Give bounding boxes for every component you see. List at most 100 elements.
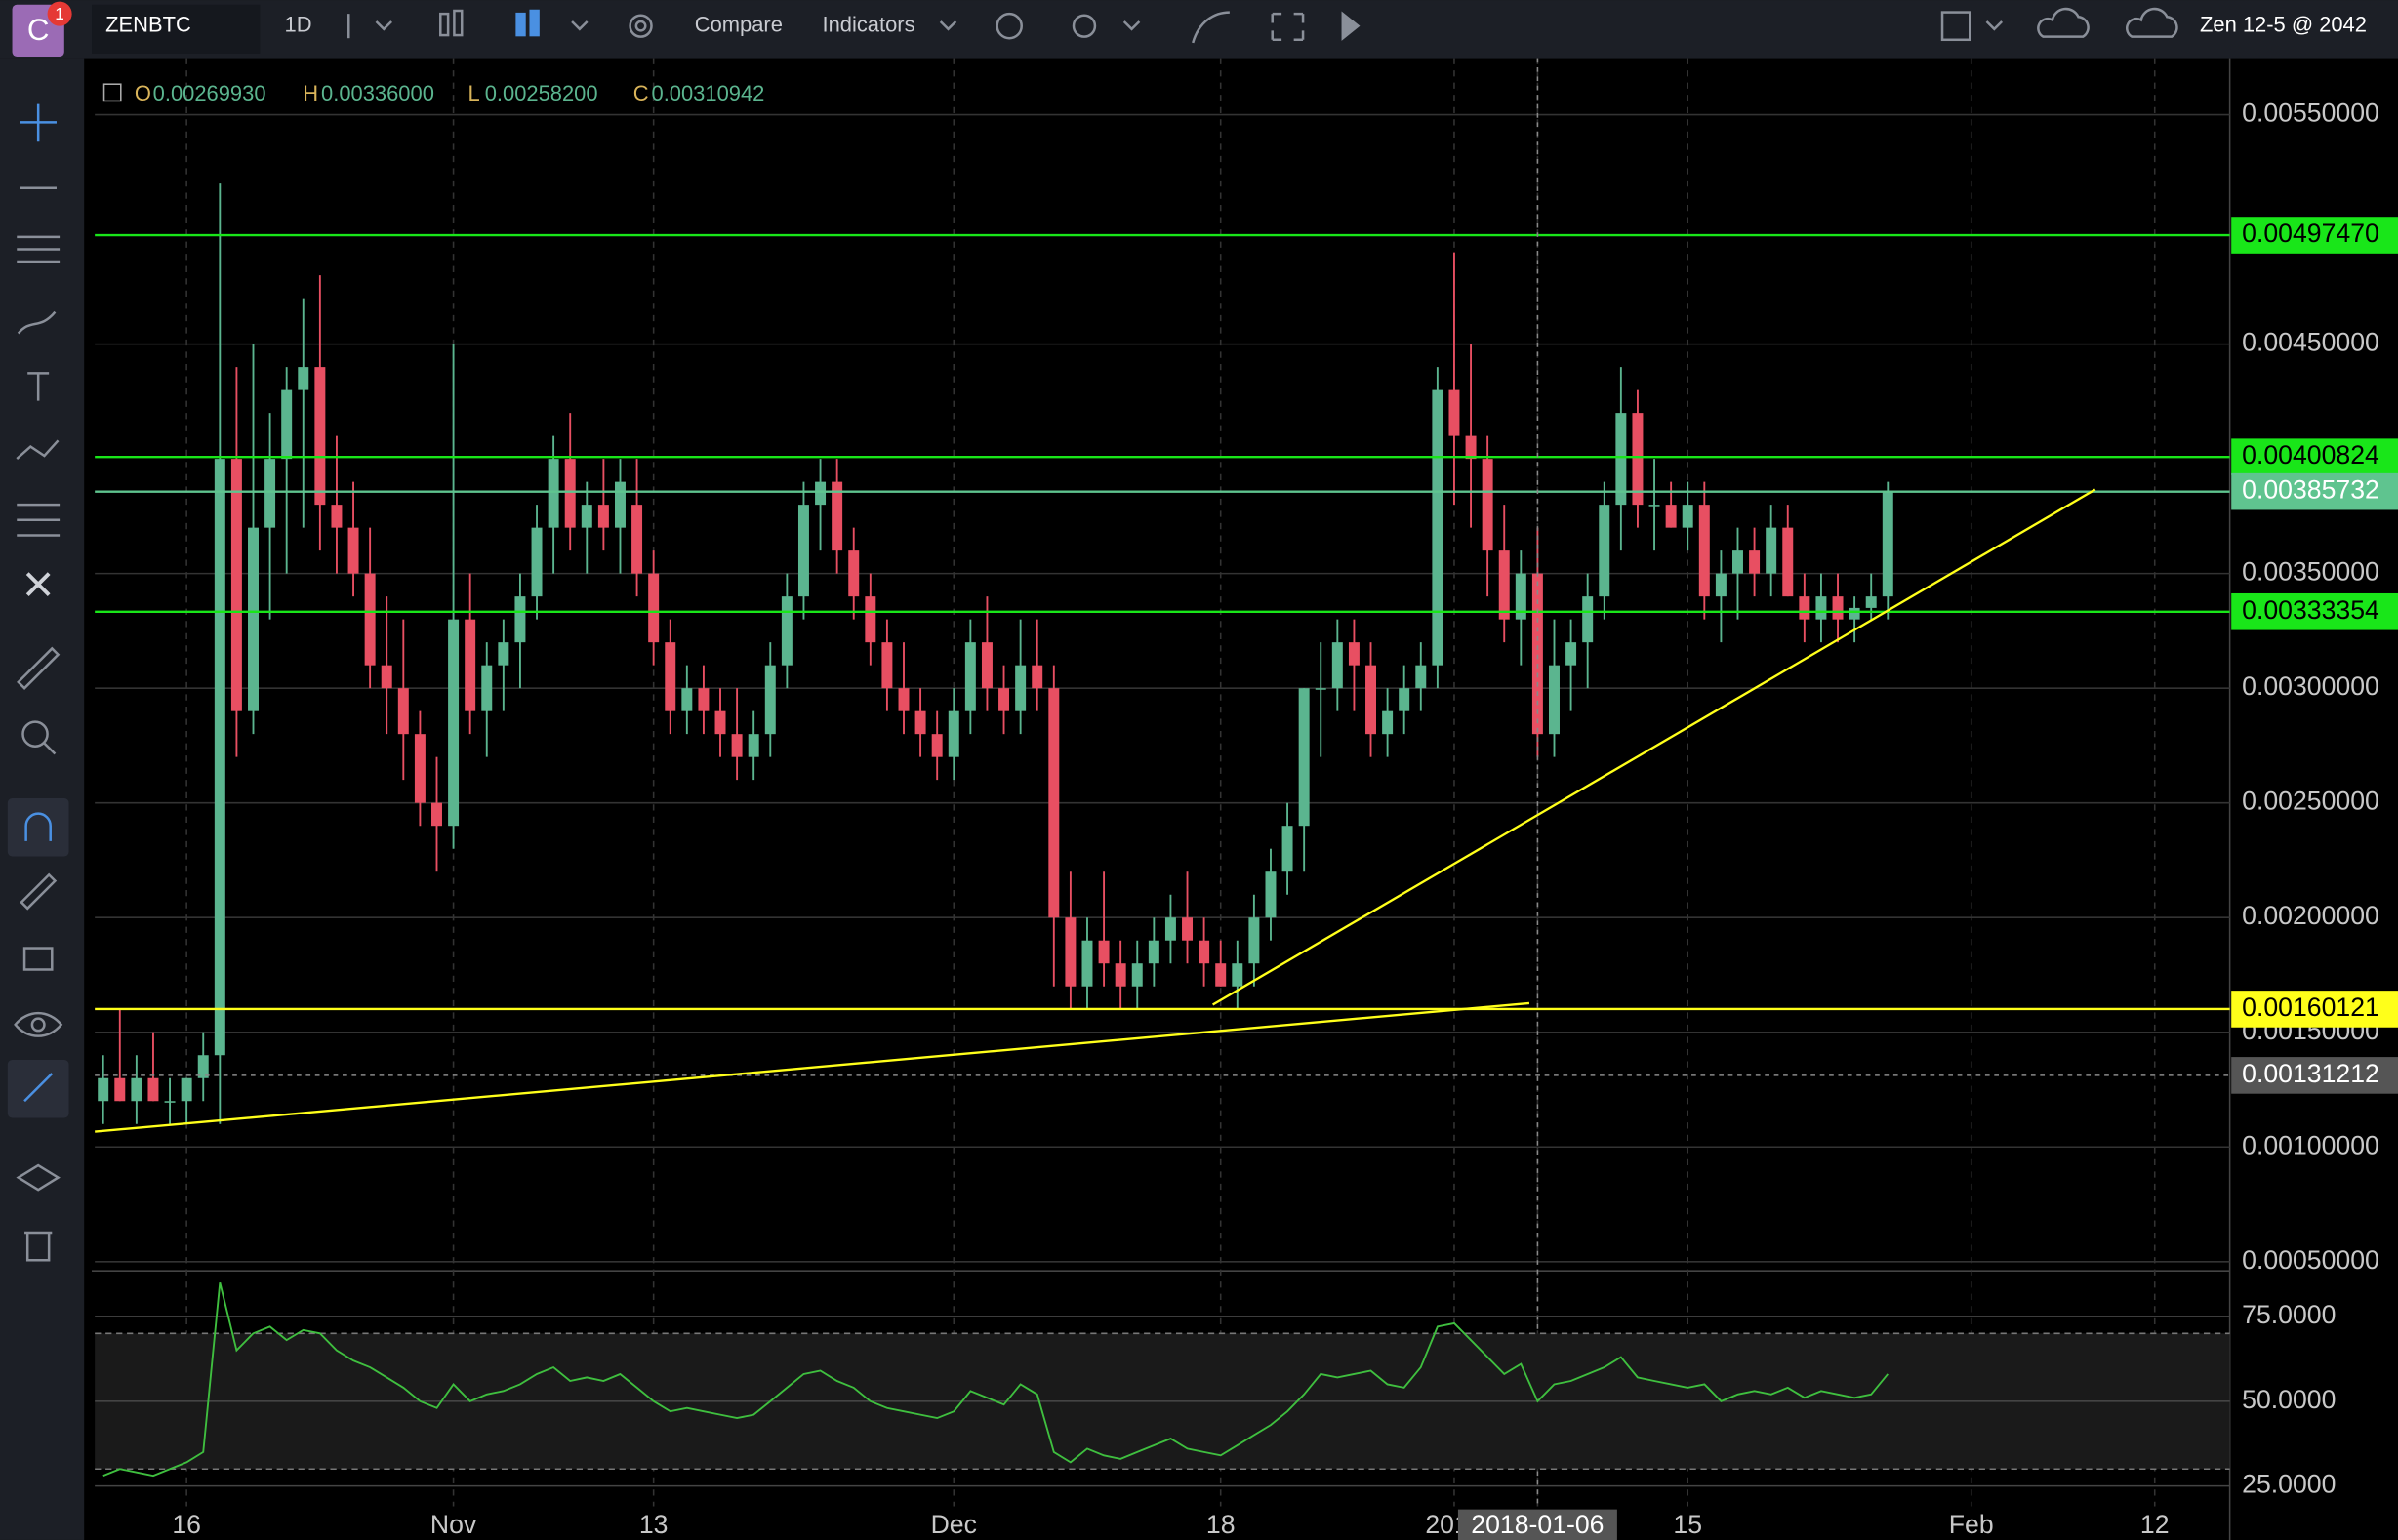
candle-body — [781, 596, 793, 666]
candle-body — [731, 734, 743, 757]
candle-body — [1048, 688, 1060, 918]
candle-body — [1715, 573, 1727, 597]
level-label: 0.00497470 — [2242, 219, 2379, 248]
candle-body — [347, 527, 359, 574]
legend-high-label: H — [303, 81, 318, 105]
candle-body — [1131, 963, 1143, 987]
candle-body — [698, 688, 710, 711]
candle-body — [1698, 505, 1710, 597]
legend-low-label: L — [467, 81, 479, 105]
candle-body — [1565, 642, 1577, 666]
candle-body — [797, 505, 809, 597]
level-label: 0.00333354 — [2242, 595, 2379, 625]
candle-body — [264, 459, 276, 528]
candle-body — [414, 734, 426, 803]
candle-body — [1799, 596, 1810, 620]
candle-body — [1582, 596, 1594, 643]
x-tick-label: 13 — [639, 1510, 669, 1539]
candle-body — [214, 459, 225, 1056]
y-tick-label: 0.00250000 — [2242, 787, 2379, 816]
level-label: 0.00400824 — [2242, 440, 2379, 469]
badge — [47, 1, 72, 26]
candle-body — [230, 459, 242, 711]
candle-body — [564, 459, 576, 528]
candle-body — [465, 619, 476, 711]
candle-body — [1015, 665, 1027, 711]
candle-body — [981, 642, 993, 689]
compare-button[interactable]: Compare — [695, 12, 783, 36]
badge-text: 1 — [55, 4, 64, 23]
candle-body — [1498, 550, 1510, 620]
y-tick-label: 0.00550000 — [2242, 99, 2379, 128]
level-label-bg — [2231, 592, 2398, 630]
crosshair-y-label: 0.00131212 — [2242, 1059, 2379, 1088]
y-tick-label: 0.00300000 — [2242, 671, 2379, 701]
candle-body — [431, 802, 442, 827]
candle-body — [665, 642, 676, 711]
y-tick-label: 25.0000 — [2242, 1470, 2336, 1499]
candle-body — [397, 688, 409, 735]
candle-body — [1415, 665, 1427, 689]
candle-body — [1032, 665, 1043, 689]
candle-body — [964, 642, 976, 711]
candle-body — [298, 367, 309, 390]
legend-high: 0.00336000 — [321, 81, 434, 105]
candle-body — [131, 1077, 142, 1102]
candle-body — [714, 710, 726, 735]
level-label-bg — [2231, 472, 2398, 510]
candle-body — [531, 527, 543, 597]
legend-close: 0.00310942 — [652, 81, 765, 105]
x-tick-label: 12 — [2140, 1510, 2170, 1539]
candle-body — [1248, 917, 1260, 964]
candle-body — [1531, 573, 1543, 735]
candle-body — [281, 389, 293, 460]
candle-body — [164, 1101, 176, 1103]
candle-body — [331, 505, 343, 528]
candle-body — [481, 665, 493, 711]
rsi-line — [102, 1282, 1889, 1478]
candle-body — [1665, 505, 1677, 528]
candle-body — [1199, 940, 1210, 964]
candle-body — [1081, 940, 1093, 987]
candle-body — [197, 1055, 209, 1078]
overlay: 16Nov13Dec1820182018-01-0615Feb120.00550… — [172, 99, 2398, 1540]
candle-body — [314, 367, 326, 506]
candle-body — [1315, 688, 1326, 690]
candle-body — [1515, 573, 1526, 620]
candle-body — [1115, 963, 1126, 987]
y-tick-label: 0.00050000 — [2242, 1245, 2379, 1275]
candle-body — [364, 573, 376, 666]
candle-body — [1148, 940, 1159, 964]
candle-body — [498, 642, 509, 666]
level-label-bg — [2231, 438, 2398, 475]
level-label: 0.00385732 — [2242, 475, 2379, 505]
candle-body — [98, 1077, 109, 1102]
layout-name[interactable]: Zen 12-5 @ 2042 — [2200, 12, 2367, 36]
candle-body — [147, 1077, 159, 1102]
candle-body — [748, 734, 759, 757]
trend-lines — [95, 488, 2096, 1133]
candle-body — [1882, 491, 1893, 597]
candle-body — [1749, 550, 1761, 574]
candle-body — [948, 710, 959, 757]
toolbar-icons — [347, 7, 2178, 44]
symbol: ZENBTC — [105, 12, 191, 36]
symbol-box[interactable] — [92, 4, 261, 54]
candle-body — [881, 642, 893, 689]
candle-body — [1298, 688, 1310, 827]
interval[interactable]: 1D — [285, 12, 312, 36]
legend-low: 0.00258200 — [485, 81, 598, 105]
candle-body — [1265, 871, 1277, 918]
candle-body — [764, 665, 776, 735]
candle-body — [1782, 527, 1794, 597]
candle-body — [1632, 413, 1644, 506]
candle-body — [381, 665, 392, 689]
indicators-button[interactable]: Indicators — [823, 12, 915, 36]
candle-body — [848, 550, 860, 597]
legend-toggle[interactable] — [102, 83, 122, 102]
candle-body — [1766, 527, 1777, 574]
candle-body — [898, 688, 910, 711]
candle-body — [1399, 688, 1410, 711]
candle-body — [1232, 963, 1243, 987]
